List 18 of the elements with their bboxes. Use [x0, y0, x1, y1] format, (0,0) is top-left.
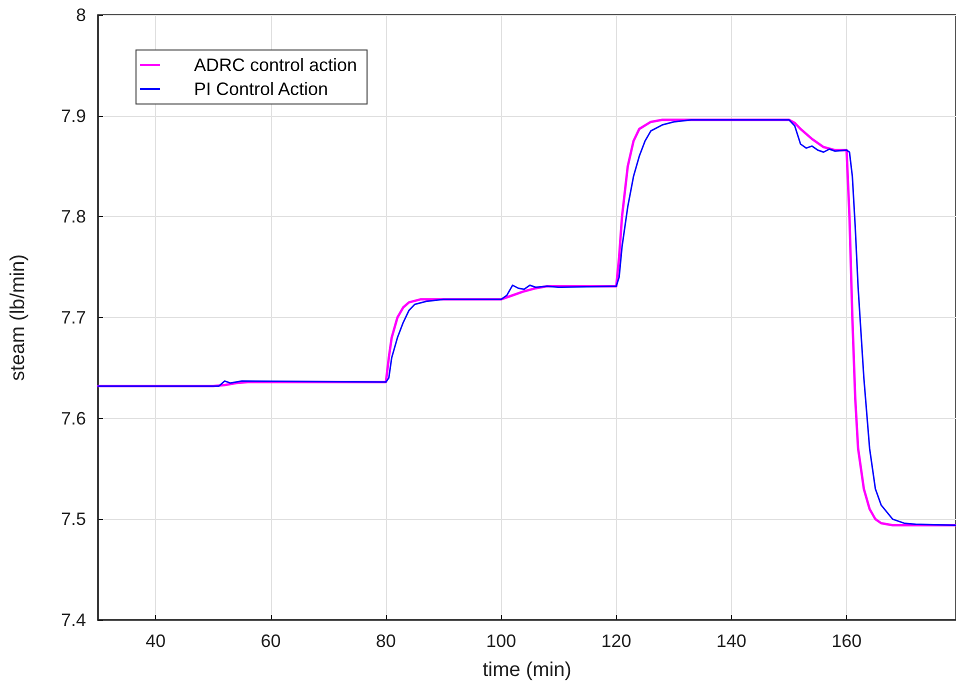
y-tick-label: 7.7 [60, 308, 86, 328]
x-tick-label: 60 [260, 631, 281, 651]
y-tick-label: 7.4 [60, 610, 86, 630]
y-axis-title: steam (lb/min) [7, 254, 29, 381]
x-tick-label: 100 [486, 631, 516, 651]
y-tick-label: 7.9 [60, 106, 86, 126]
x-tick-label: 80 [376, 631, 396, 651]
legend-label: PI Control Action [194, 79, 328, 99]
x-tick-label: 140 [716, 631, 746, 651]
x-axis-title: time (min) [482, 659, 572, 681]
legend-label: ADRC control action [194, 55, 358, 75]
x-tick-label: 160 [832, 631, 862, 651]
x-tick-label: 120 [601, 631, 632, 651]
y-tick-label: 7.6 [60, 408, 86, 428]
y-tick-label: 8 [76, 5, 86, 25]
x-tick-label: 40 [146, 631, 166, 651]
y-tick-label: 7.8 [60, 206, 86, 227]
y-tick-label: 7.5 [60, 509, 86, 530]
